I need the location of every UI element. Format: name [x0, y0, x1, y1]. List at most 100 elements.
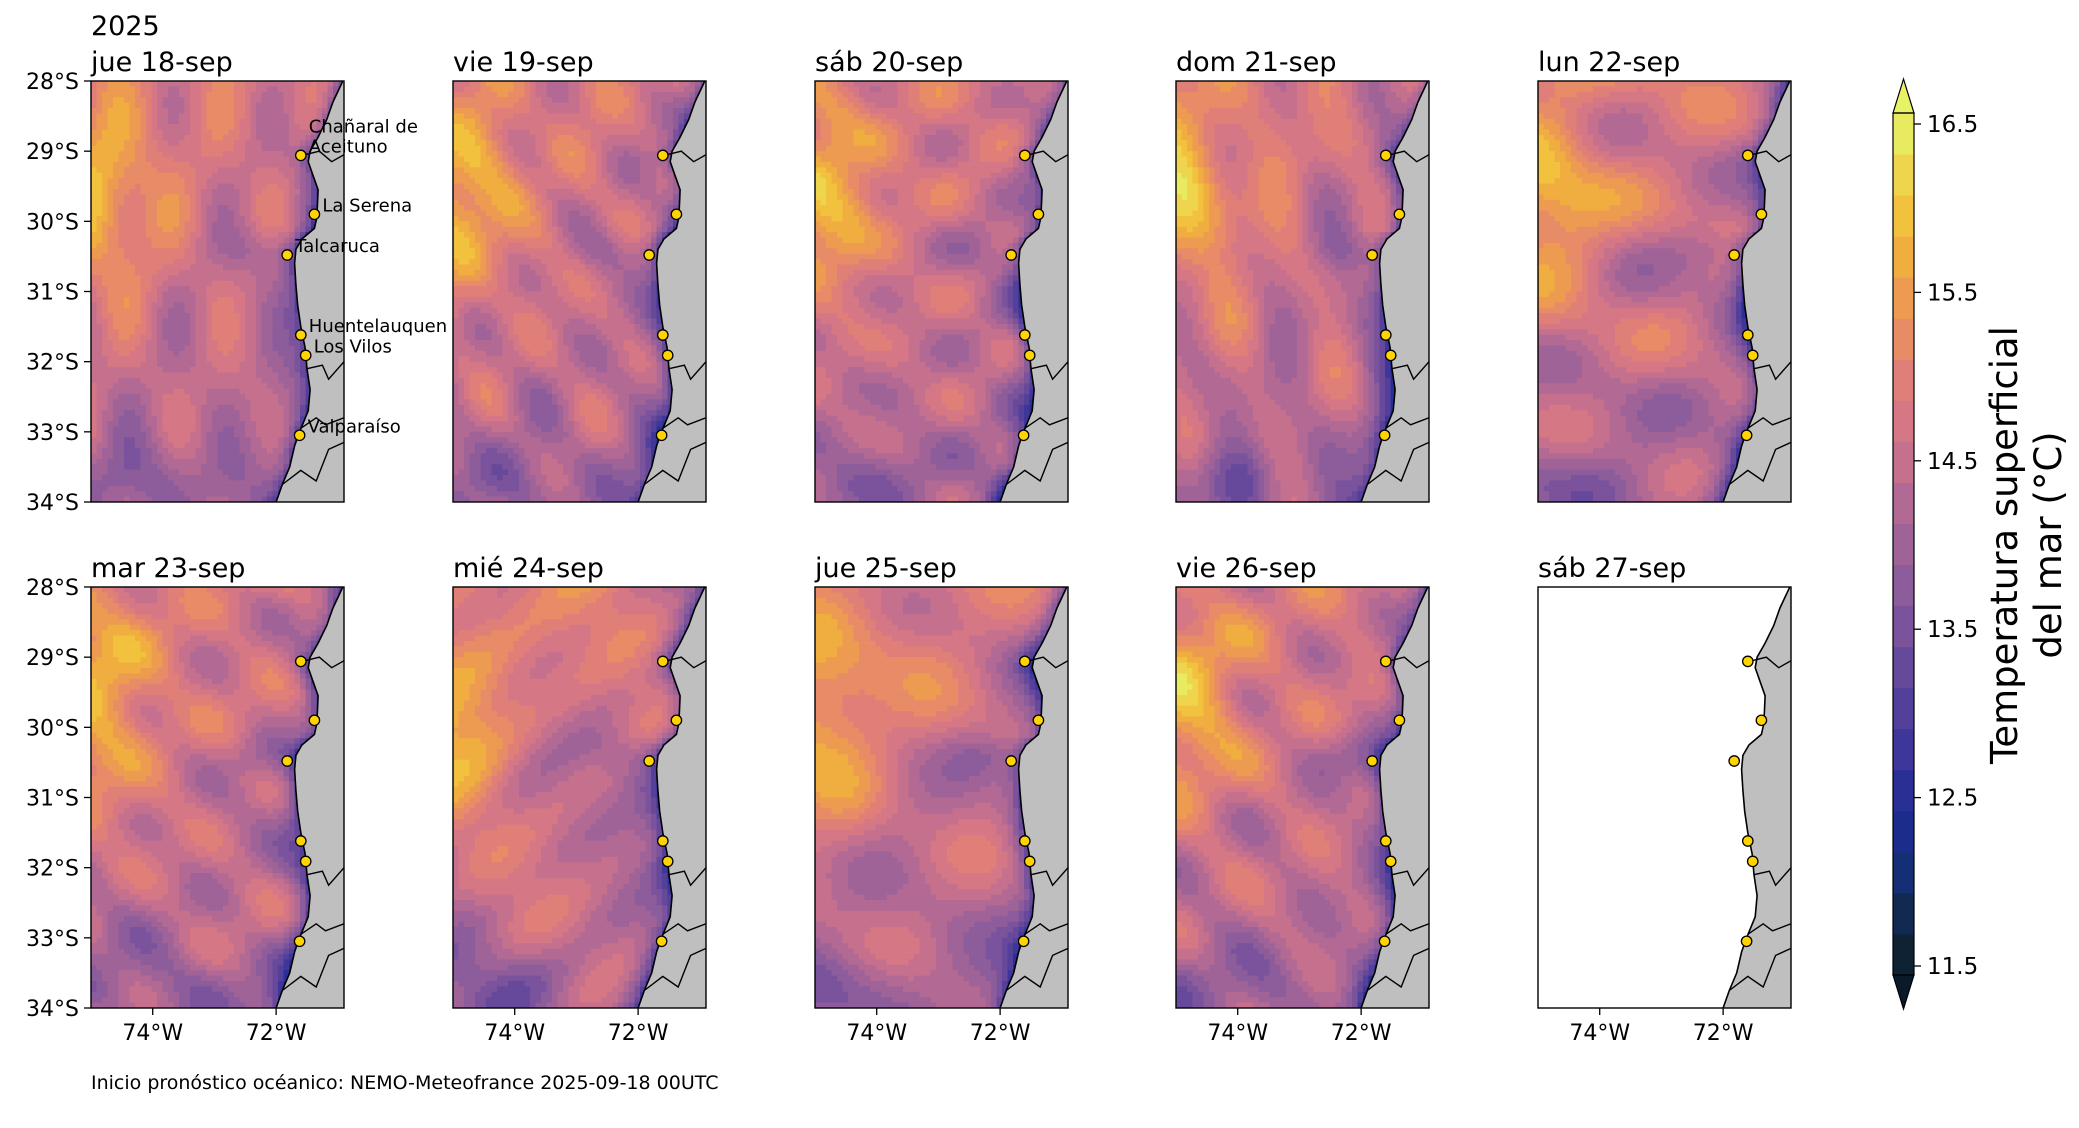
colorbar-label: Temperatura superficialdel mar (°C) [1983, 326, 2070, 765]
location-marker [1005, 249, 1018, 261]
location-marker [656, 655, 669, 668]
location-marker [1023, 855, 1036, 868]
region-border [1028, 150, 1068, 163]
map-panel: mié 24-sep 74°W 72°W [452, 553, 707, 1046]
colorbar-segment [1893, 359, 1914, 401]
location-marker [655, 429, 668, 442]
sst-field [91, 81, 344, 502]
region-border [281, 441, 344, 486]
land [1361, 81, 1429, 502]
colorbar: 11.5 12.5 13.5 14.5 15.5 16.5 Temperatura supe… [1892, 76, 2070, 1012]
location-marker [299, 855, 312, 868]
land [1723, 587, 1791, 1008]
location-marker [670, 714, 683, 727]
location-marker [1032, 714, 1045, 727]
region-border [1366, 441, 1429, 486]
x-tick-label: 74°W [846, 1021, 907, 1046]
region-border [304, 150, 344, 163]
location-marker [1017, 429, 1030, 442]
map-panel: sáb 27-sep 74°W 72°W [1537, 553, 1792, 1046]
region-border [1005, 441, 1068, 486]
location-label: Valparaíso [308, 416, 401, 437]
colorbar-segment [1893, 523, 1914, 566]
region-border [662, 922, 706, 935]
region-border [1391, 361, 1429, 381]
x-tick-label: 74°W [122, 1021, 183, 1046]
panel-frame [1537, 80, 1792, 503]
y-tick-label: 29°S [26, 646, 79, 671]
region-border [1728, 441, 1791, 486]
region-border [1028, 656, 1068, 669]
location-marker [1379, 149, 1392, 162]
panel-frame [452, 80, 707, 503]
panel-frame [452, 586, 707, 1009]
location-marker [1018, 149, 1031, 162]
panel-frame [1537, 586, 1792, 1009]
panel-frame [1175, 80, 1430, 503]
colorbar-segment [1893, 564, 1914, 607]
y-tick-label: 33°S [26, 421, 79, 446]
map-panel: vie 19-sep [452, 47, 707, 503]
region-border [643, 441, 706, 486]
location-marker [308, 208, 321, 221]
location-marker [1755, 714, 1768, 727]
location-marker [1018, 329, 1031, 341]
colorbar-segment [1893, 441, 1914, 483]
forecast-footer: Inicio pronóstico océanico: NEMO-Meteofr… [91, 1072, 719, 1094]
colorbar-tick-label: 13.5 [1927, 617, 1978, 643]
panel-title: sáb 27-sep [1538, 553, 1686, 584]
land [276, 81, 344, 502]
region-border [1389, 656, 1429, 669]
region-border [1005, 947, 1068, 992]
region-border [668, 361, 706, 381]
location-marker [656, 329, 669, 341]
location-marker [293, 935, 306, 948]
region-border [306, 361, 344, 381]
location-marker [1740, 935, 1753, 948]
region-border [1366, 947, 1429, 992]
sst-field [1176, 81, 1429, 502]
panel-title: vie 19-sep [453, 47, 594, 78]
sst-field [91, 587, 344, 1008]
region-border [304, 656, 344, 669]
panel-title: sáb 20-sep [815, 47, 963, 78]
region-border [666, 656, 706, 669]
land [1723, 81, 1791, 502]
location-marker [643, 755, 656, 767]
y-tick-label: 31°S [26, 281, 79, 306]
region-border [662, 416, 706, 429]
location-marker [1384, 855, 1397, 868]
location-marker [1017, 935, 1030, 948]
location-marker [1005, 755, 1018, 767]
colorbar-tick-label: 12.5 [1927, 786, 1978, 812]
region-border [1728, 947, 1791, 992]
location-marker [1379, 655, 1392, 668]
map-panel: jue 18-sep Chañaral de Aceituno La Serena Ta… [26, 47, 447, 516]
map-panel: vie 26-sep 74°W 72°W [1175, 553, 1430, 1046]
y-tick-label: 29°S [26, 140, 79, 165]
y-tick-label: 31°S [26, 787, 79, 812]
region-border [1753, 867, 1791, 887]
colorbar-segment [1893, 687, 1914, 730]
location-label: Los Vilos [314, 336, 392, 357]
location-marker [1741, 329, 1754, 341]
region-border [1391, 867, 1429, 887]
location-marker [661, 855, 674, 868]
y-tick-label: 28°S [26, 576, 79, 601]
panel-title: mar 23-sep [91, 553, 245, 584]
colorbar-segment [1893, 769, 1914, 812]
location-marker [1741, 149, 1754, 162]
colorbar-segment [1893, 277, 1914, 319]
region-border [1030, 361, 1068, 381]
land [1361, 587, 1429, 1008]
location-marker [661, 349, 674, 362]
location-marker [1018, 835, 1031, 847]
location-marker [1728, 249, 1741, 261]
colorbar-frame [1892, 112, 1915, 976]
x-tick-label: 74°W [1207, 1021, 1268, 1046]
panel-frame [814, 586, 1069, 1009]
location-marker [1755, 208, 1768, 221]
panel-title: vie 26-sep [1176, 553, 1317, 584]
colorbar-segment [1893, 400, 1914, 442]
